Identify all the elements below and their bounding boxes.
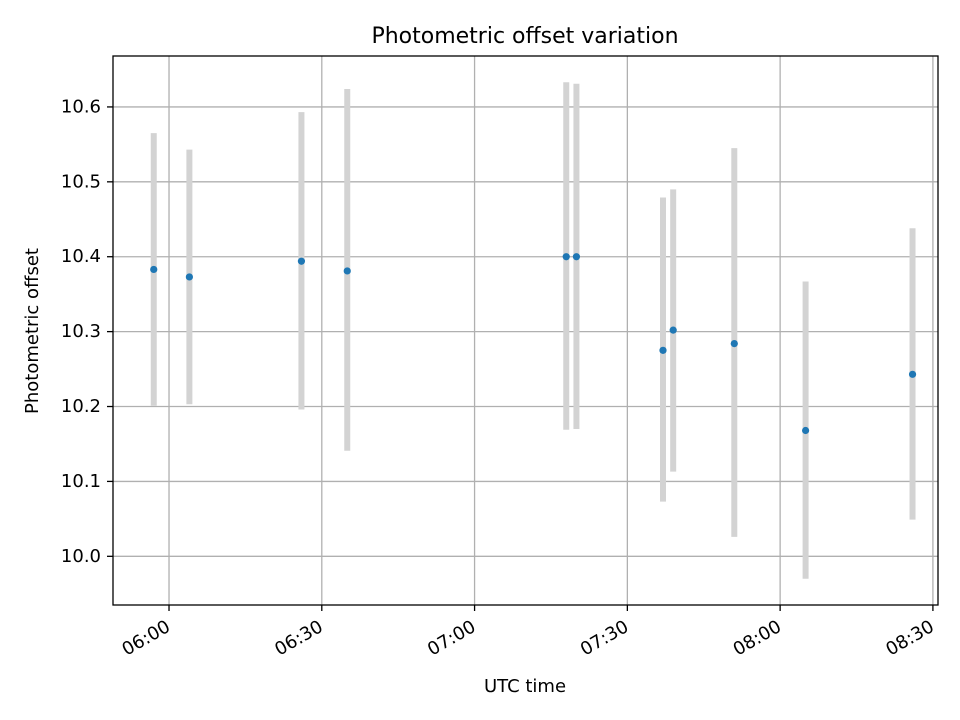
data-point: [730, 340, 738, 348]
y-tick-label: 10.2: [61, 396, 101, 417]
data-point: [908, 370, 917, 378]
data-point: [185, 273, 193, 281]
data-point: [297, 257, 306, 265]
plot-area: [113, 56, 938, 605]
y-tick-label: 10.0: [61, 546, 101, 567]
y-tick-label: 10.6: [61, 96, 101, 117]
data-point: [572, 253, 581, 261]
data-point: [343, 267, 351, 275]
data-points: [150, 253, 917, 435]
y-tick-label: 10.4: [61, 246, 101, 267]
y-axis-label: Photometric offset: [22, 248, 43, 414]
data-point: [659, 346, 667, 354]
data-point: [801, 426, 810, 435]
y-tick-label: 10.3: [61, 321, 101, 342]
ticks: [107, 106, 934, 611]
grid: [113, 56, 938, 605]
data-point: [562, 253, 570, 261]
data-point: [150, 265, 158, 274]
y-tick-label: 10.1: [61, 471, 101, 492]
y-tick-label: 10.5: [61, 171, 101, 192]
x-axis-label: UTC time: [484, 676, 566, 697]
data-point: [669, 326, 677, 334]
y-tick-labels: 10.0 10.1 10.2 10.3 10.4 10.5 10.6: [61, 96, 101, 566]
plot-frame: [112, 55, 939, 606]
chart-title: Photometric offset variation: [371, 24, 678, 49]
